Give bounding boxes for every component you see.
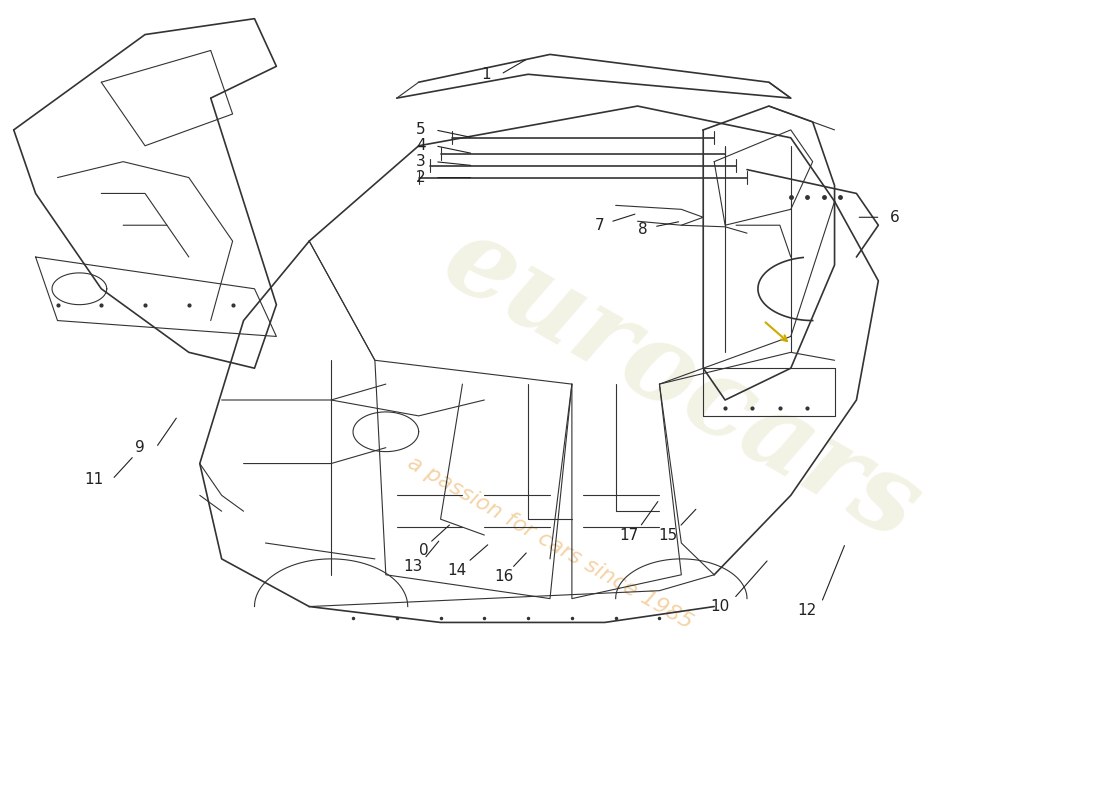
Text: 1: 1 [482, 66, 492, 82]
Text: 4: 4 [416, 138, 426, 154]
Text: 15: 15 [659, 527, 678, 542]
Text: 0: 0 [419, 543, 429, 558]
Text: 13: 13 [404, 559, 422, 574]
Text: 3: 3 [416, 154, 426, 169]
Text: 9: 9 [134, 440, 144, 455]
Text: 17: 17 [619, 527, 638, 542]
Text: 6: 6 [890, 210, 900, 225]
Text: 10: 10 [710, 599, 729, 614]
Text: 11: 11 [84, 472, 103, 487]
Text: 16: 16 [494, 569, 514, 584]
Text: eurocars: eurocars [425, 206, 938, 563]
Text: 2: 2 [416, 170, 426, 185]
Text: a passion for cars since 1985: a passion for cars since 1985 [404, 453, 696, 633]
Text: 5: 5 [416, 122, 426, 138]
Text: 14: 14 [448, 563, 466, 578]
Text: 8: 8 [638, 222, 648, 237]
Text: 12: 12 [798, 603, 817, 618]
Text: 7: 7 [594, 218, 604, 233]
